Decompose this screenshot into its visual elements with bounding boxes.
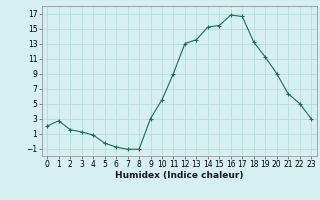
X-axis label: Humidex (Indice chaleur): Humidex (Indice chaleur) — [115, 171, 244, 180]
